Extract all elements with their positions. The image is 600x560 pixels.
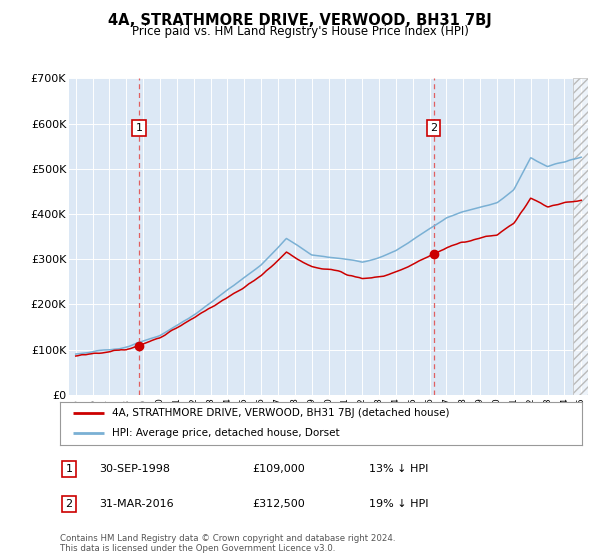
Text: Price paid vs. HM Land Registry's House Price Index (HPI): Price paid vs. HM Land Registry's House …: [131, 25, 469, 38]
Text: 4A, STRATHMORE DRIVE, VERWOOD, BH31 7BJ: 4A, STRATHMORE DRIVE, VERWOOD, BH31 7BJ: [108, 13, 492, 29]
Text: 1: 1: [65, 464, 73, 474]
Text: £312,500: £312,500: [252, 499, 305, 509]
Text: HPI: Average price, detached house, Dorset: HPI: Average price, detached house, Dors…: [112, 428, 340, 438]
Text: 13% ↓ HPI: 13% ↓ HPI: [369, 464, 428, 474]
Bar: [573, 78, 588, 395]
Text: 30-SEP-1998: 30-SEP-1998: [99, 464, 170, 474]
Text: 4A, STRATHMORE DRIVE, VERWOOD, BH31 7BJ (detached house): 4A, STRATHMORE DRIVE, VERWOOD, BH31 7BJ …: [112, 408, 450, 418]
Text: 2: 2: [65, 499, 73, 509]
Text: 2: 2: [430, 123, 437, 133]
Bar: [573, 78, 588, 395]
Text: £109,000: £109,000: [252, 464, 305, 474]
Text: 31-MAR-2016: 31-MAR-2016: [99, 499, 173, 509]
Text: Contains HM Land Registry data © Crown copyright and database right 2024.
This d: Contains HM Land Registry data © Crown c…: [60, 534, 395, 553]
Text: 19% ↓ HPI: 19% ↓ HPI: [369, 499, 428, 509]
Text: 1: 1: [136, 123, 142, 133]
